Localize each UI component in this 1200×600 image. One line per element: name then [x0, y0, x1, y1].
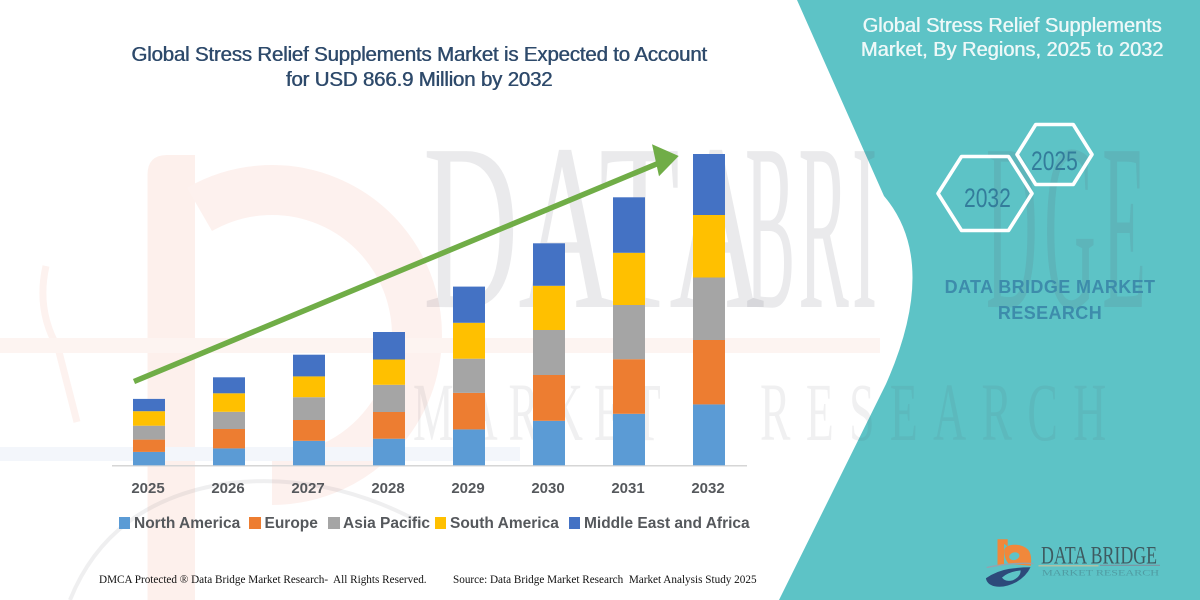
svg-text:BRI: BRI: [745, 97, 880, 360]
svg-text:RESEARCH: RESEARCH: [760, 367, 1122, 459]
svg-text:MARKET RESEARCH: MARKET RESEARCH: [1042, 569, 1159, 578]
svg-text:DGE: DGE: [986, 96, 1153, 360]
